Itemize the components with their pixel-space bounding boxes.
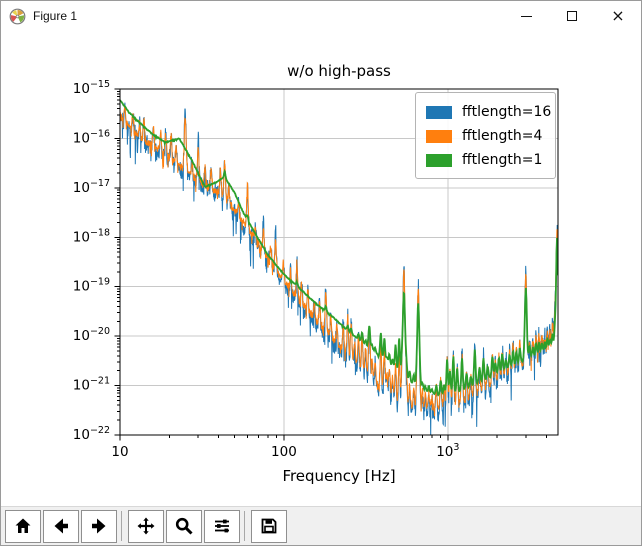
- configure-subplots-icon: [215, 519, 229, 533]
- legend-item: fftlength=4: [426, 124, 545, 148]
- svg-text:103: 103: [436, 442, 459, 460]
- forward-button[interactable]: [81, 509, 117, 543]
- legend-label: fftlength=4: [462, 128, 543, 144]
- svg-text:10−17: 10−17: [73, 178, 110, 196]
- series-fftlength-1: [120, 99, 558, 397]
- series-fftlength-4: [120, 105, 558, 417]
- forward-icon: [92, 518, 106, 534]
- plot-title: w/o high-pass: [287, 62, 391, 80]
- zoom-button[interactable]: [166, 509, 202, 543]
- window-title: Figure 1: [33, 9, 78, 23]
- axis-ticks: [114, 88, 548, 441]
- close-icon: ×: [611, 6, 625, 25]
- axes-frame: [119, 88, 559, 436]
- legend-swatch-fftlength-4: [426, 129, 452, 143]
- minimize-button[interactable]: [503, 1, 549, 31]
- svg-text:100: 100: [271, 444, 297, 460]
- figure-canvas[interactable]: 10−15 10−16 10−17 10−18 10−19 10−20 10−21 10−22…: [1, 31, 642, 508]
- pan-icon: [137, 517, 155, 535]
- plot-area[interactable]: 10−15 10−16 10−17 10−18 10−19 10−20 10−21 10−22…: [1, 31, 642, 508]
- back-button[interactable]: [43, 509, 79, 543]
- toolbar-separator: [244, 511, 245, 541]
- svg-text:10−22: 10−22: [73, 425, 110, 443]
- svg-text:10−19: 10−19: [73, 277, 110, 295]
- home-icon: [15, 518, 31, 533]
- close-button[interactable]: ×: [595, 1, 641, 31]
- legend-label: fftlength=16: [462, 104, 552, 120]
- legend-swatch-fftlength-16: [426, 105, 452, 119]
- legend: fftlength=16 fftlength=4 fftlength=1: [415, 92, 556, 179]
- maximize-button[interactable]: [549, 1, 595, 31]
- svg-text:10−15: 10−15: [73, 79, 110, 97]
- svg-text:10: 10: [111, 444, 128, 460]
- maximize-icon: [567, 11, 577, 21]
- pan-button[interactable]: [128, 509, 164, 543]
- toolbar-separator: [121, 511, 122, 541]
- legend-label: fftlength=1: [462, 152, 543, 168]
- configure-subplots-button[interactable]: [204, 509, 240, 543]
- zoom-icon: [175, 517, 193, 535]
- svg-text:10−16: 10−16: [73, 128, 110, 146]
- back-icon: [54, 518, 68, 534]
- legend-swatch-fftlength-1: [426, 153, 452, 167]
- home-button[interactable]: [5, 509, 41, 543]
- matplotlib-icon: [9, 8, 26, 24]
- navigation-toolbar: [1, 506, 641, 545]
- data-curves: [120, 99, 558, 435]
- titlebar: Figure 1 ×: [1, 1, 641, 31]
- svg-text:10−20: 10−20: [73, 326, 110, 344]
- minimize-icon: [520, 15, 532, 17]
- legend-item: fftlength=1: [426, 148, 545, 172]
- save-button[interactable]: [251, 509, 287, 543]
- legend-item: fftlength=16: [426, 100, 551, 124]
- svg-text:10−21: 10−21: [73, 376, 110, 394]
- x-axis-label: Frequency [Hz]: [282, 467, 396, 485]
- svg-text:10−18: 10−18: [73, 227, 110, 245]
- save-icon: [261, 518, 277, 534]
